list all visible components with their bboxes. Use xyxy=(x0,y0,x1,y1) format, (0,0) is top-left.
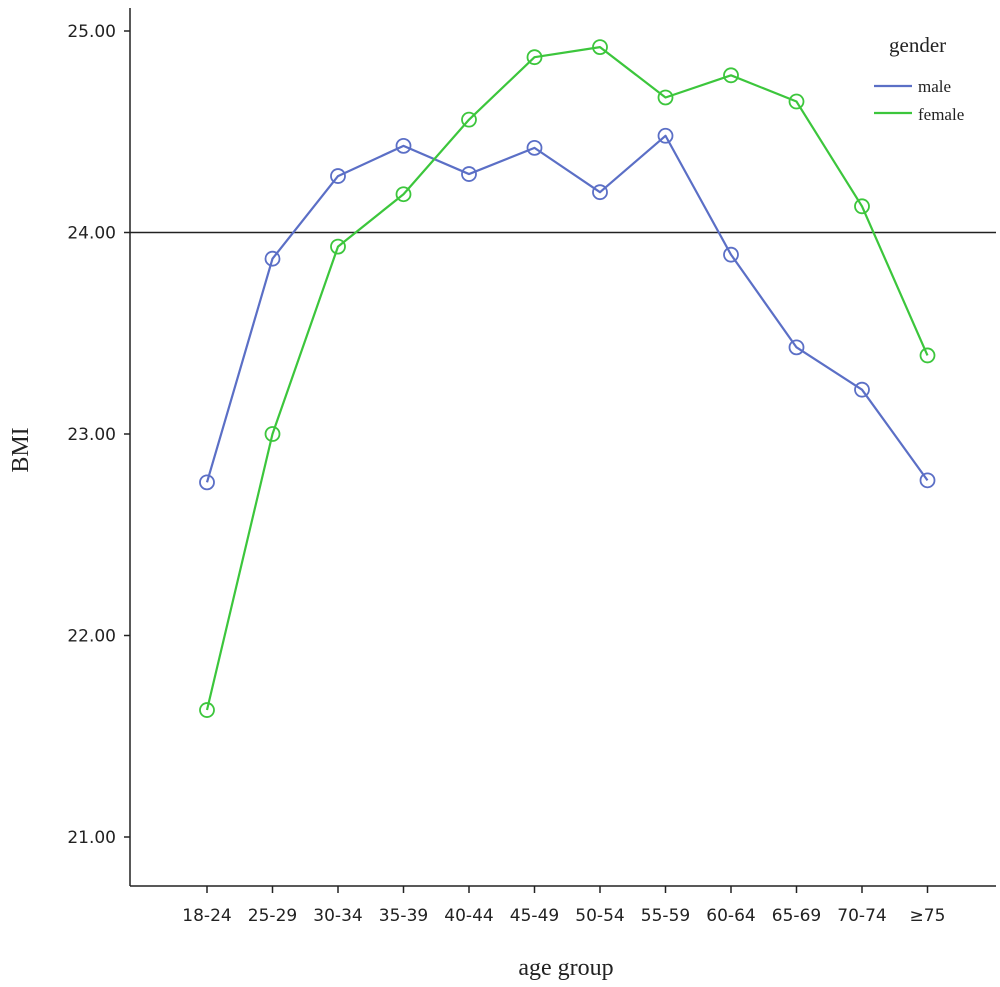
y-tick-label: 22.00 xyxy=(67,627,116,647)
data-point-female xyxy=(854,198,870,215)
data-point-male xyxy=(788,339,805,356)
data-point-male xyxy=(461,166,477,182)
data-point-female xyxy=(395,186,412,203)
data-point-male xyxy=(657,127,674,144)
data-point-male xyxy=(264,250,281,267)
data-point-female xyxy=(723,67,739,84)
x-tick-label: 60-64 xyxy=(706,906,755,926)
data-point-male xyxy=(330,168,346,184)
data-point-male xyxy=(526,139,543,156)
x-tick-label: 50-54 xyxy=(575,906,624,926)
x-tick-label: 30-34 xyxy=(313,906,362,926)
x-tick-label: 55-59 xyxy=(641,906,690,926)
legend-title: gender xyxy=(889,33,946,57)
data-point-female xyxy=(461,111,477,128)
x-axis: 18-24 25-29 30-34 35-39 40-44 45-49 50-54 55-59… xyxy=(130,885,996,926)
data-point-male xyxy=(919,472,936,489)
y-tick-label: 25.00 xyxy=(67,22,116,42)
data-point-male xyxy=(854,381,870,398)
data-point-male xyxy=(592,184,608,201)
data-point-female xyxy=(919,347,936,364)
x-tick-label: 70-74 xyxy=(837,906,886,926)
data-point-female xyxy=(330,238,346,255)
x-tick-label: 40-44 xyxy=(444,906,493,926)
y-axis-title: BMI xyxy=(8,427,34,472)
data-point-male xyxy=(723,246,739,263)
series-line-male xyxy=(205,134,929,483)
x-tick-label: 18-24 xyxy=(182,906,231,926)
x-tick-label: 45-49 xyxy=(510,906,559,926)
data-point-female xyxy=(657,89,674,106)
x-axis-title: age group xyxy=(518,955,613,981)
legend: gender male female xyxy=(874,33,964,124)
y-tick-label: 24.00 xyxy=(67,224,116,244)
data-point-female xyxy=(788,93,805,110)
data-point-female xyxy=(592,39,608,56)
data-point-male xyxy=(199,474,215,491)
data-point-female xyxy=(526,49,543,66)
y-axis: 21.00 22.00 23.00 24.00 25.00 xyxy=(67,8,131,886)
x-tick-label: 65-69 xyxy=(772,906,821,926)
x-tick-label: 35-39 xyxy=(379,906,428,926)
legend-label-male: male xyxy=(918,77,951,96)
y-tick-label: 23.00 xyxy=(67,425,116,445)
series-line-female xyxy=(205,46,929,711)
data-point-female xyxy=(264,426,281,442)
data-point-male xyxy=(395,137,412,154)
y-tick-label: 21.00 xyxy=(67,828,116,848)
x-tick-label: 25-29 xyxy=(248,906,297,926)
data-point-female xyxy=(199,702,215,718)
x-tick-label: ≥75 xyxy=(910,906,946,926)
legend-label-female: female xyxy=(918,105,964,124)
series-layer xyxy=(199,39,936,718)
